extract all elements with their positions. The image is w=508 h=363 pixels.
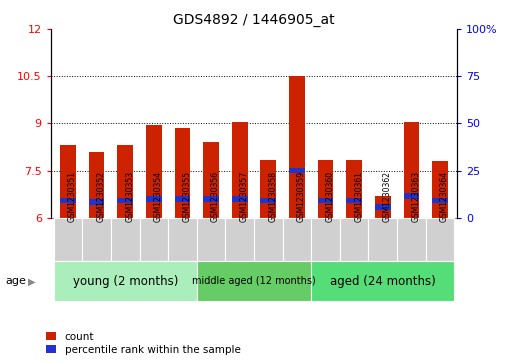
FancyBboxPatch shape <box>82 218 111 261</box>
FancyBboxPatch shape <box>340 218 368 261</box>
Text: aged (24 months): aged (24 months) <box>330 275 436 288</box>
Bar <box>203 196 219 202</box>
Bar <box>117 198 133 203</box>
Text: GSM1230361: GSM1230361 <box>354 171 363 222</box>
Bar <box>289 76 305 218</box>
FancyBboxPatch shape <box>111 218 140 261</box>
Text: GSM1230354: GSM1230354 <box>154 171 163 222</box>
Bar <box>432 161 448 218</box>
Title: GDS4892 / 1446905_at: GDS4892 / 1446905_at <box>173 13 335 26</box>
Text: ▶: ▶ <box>28 276 36 286</box>
Bar <box>318 160 333 218</box>
Bar <box>175 196 190 202</box>
Text: middle aged (12 months): middle aged (12 months) <box>192 276 316 286</box>
Bar <box>203 142 219 218</box>
Bar <box>60 146 76 218</box>
Bar <box>89 152 105 218</box>
Bar <box>403 193 419 199</box>
FancyBboxPatch shape <box>197 261 311 301</box>
Bar <box>117 146 133 218</box>
Text: GSM1230362: GSM1230362 <box>383 171 392 222</box>
FancyBboxPatch shape <box>311 261 454 301</box>
FancyBboxPatch shape <box>397 218 426 261</box>
Text: GSM1230353: GSM1230353 <box>125 171 134 222</box>
Bar <box>375 196 391 218</box>
Bar <box>289 168 305 174</box>
Bar <box>232 122 247 218</box>
Text: GSM1230357: GSM1230357 <box>240 171 249 222</box>
Bar <box>403 122 419 218</box>
FancyBboxPatch shape <box>54 218 82 261</box>
Bar <box>89 199 105 205</box>
Legend: count, percentile rank within the sample: count, percentile rank within the sample <box>46 332 240 355</box>
Bar <box>146 196 162 202</box>
Text: GSM1230356: GSM1230356 <box>211 171 220 222</box>
FancyBboxPatch shape <box>197 218 226 261</box>
FancyBboxPatch shape <box>226 218 254 261</box>
Bar <box>60 198 76 203</box>
Text: GSM1230360: GSM1230360 <box>326 171 335 222</box>
Bar <box>375 204 391 209</box>
Text: GSM1230351: GSM1230351 <box>68 171 77 222</box>
Text: GSM1230363: GSM1230363 <box>411 171 421 222</box>
Bar <box>318 198 333 203</box>
Bar <box>146 125 162 218</box>
Bar <box>432 198 448 203</box>
FancyBboxPatch shape <box>426 218 454 261</box>
Text: GSM1230358: GSM1230358 <box>268 171 277 222</box>
Text: GSM1230355: GSM1230355 <box>182 171 192 222</box>
Text: GSM1230364: GSM1230364 <box>440 171 449 222</box>
Text: age: age <box>5 276 26 286</box>
FancyBboxPatch shape <box>54 261 197 301</box>
Bar <box>346 198 362 203</box>
FancyBboxPatch shape <box>140 218 168 261</box>
Bar <box>346 160 362 218</box>
FancyBboxPatch shape <box>282 218 311 261</box>
Bar <box>175 128 190 218</box>
FancyBboxPatch shape <box>254 218 282 261</box>
Text: GSM1230352: GSM1230352 <box>97 171 106 222</box>
Bar <box>261 160 276 218</box>
Text: young (2 months): young (2 months) <box>73 275 178 288</box>
FancyBboxPatch shape <box>311 218 340 261</box>
FancyBboxPatch shape <box>368 218 397 261</box>
Bar <box>232 196 247 202</box>
Text: GSM1230359: GSM1230359 <box>297 171 306 222</box>
Bar <box>261 198 276 203</box>
FancyBboxPatch shape <box>168 218 197 261</box>
